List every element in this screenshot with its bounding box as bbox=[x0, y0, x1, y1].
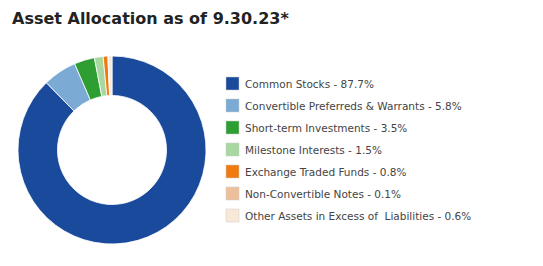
legend-swatch bbox=[226, 99, 239, 112]
donut-slice bbox=[108, 56, 112, 96]
legend-swatch bbox=[226, 121, 239, 134]
chart: Asset Allocation as of 9.30.23* Common St… bbox=[0, 0, 543, 266]
legend-label: Milestone Interests - 1.5% bbox=[245, 144, 382, 156]
legend-label: Convertible Preferreds & Warrants - 5.8% bbox=[245, 100, 462, 112]
legend-label: Non-Convertible Notes - 0.1% bbox=[245, 188, 401, 200]
legend-label: Exchange Traded Funds - 0.8% bbox=[245, 166, 406, 178]
legend-label: Other Assets in Excess of Liabilities - … bbox=[245, 210, 471, 222]
legend-label: Short-term Investments - 3.5% bbox=[245, 122, 407, 134]
legend-swatch bbox=[226, 77, 239, 90]
donut-slice bbox=[18, 56, 206, 244]
donut bbox=[18, 56, 206, 244]
title: Asset Allocation as of 9.30.23* bbox=[12, 9, 289, 28]
legend-swatch bbox=[226, 165, 239, 178]
legend-swatch bbox=[226, 143, 239, 156]
legend: Common Stocks - 87.7% Convertible Preferr… bbox=[226, 77, 471, 222]
legend-swatch bbox=[226, 209, 239, 222]
legend-label: Common Stocks - 87.7% bbox=[245, 78, 374, 90]
legend-swatch bbox=[226, 187, 239, 200]
